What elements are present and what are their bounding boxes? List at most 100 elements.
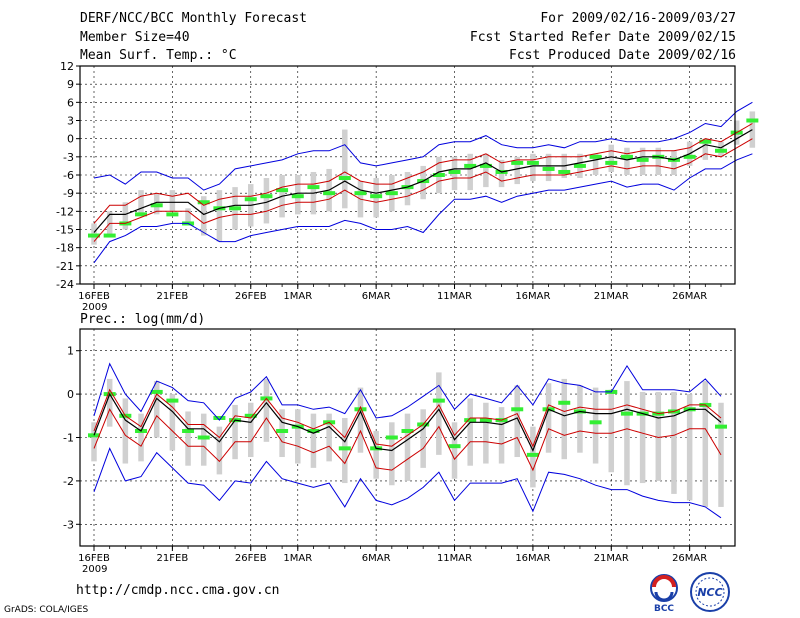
precip-ensemble-mean-line <box>93 392 722 453</box>
precip-ensemble-box <box>483 402 489 464</box>
precip-ensemble-box <box>91 422 97 462</box>
precip-observed-mark <box>338 446 351 451</box>
precip-ensemble-box <box>138 413 144 462</box>
precip-ensemble-box <box>295 409 301 464</box>
precip-ensemble-box <box>639 391 646 484</box>
temp-observed-mark <box>558 169 571 174</box>
precip-ensemble-box <box>420 409 426 468</box>
temp-observed-mark <box>526 160 539 165</box>
temp-y-tick-label: 12 <box>60 60 74 73</box>
precip-observed-mark <box>479 418 492 423</box>
temp-ensemble-box <box>514 156 520 185</box>
temp-ensemble-box <box>200 196 207 236</box>
precip-ensemble-box <box>577 385 583 453</box>
temp-observed-mark <box>385 191 398 196</box>
precip-x-tick-label: 11MAR <box>437 553 472 564</box>
precip-ensemble-box <box>561 378 567 460</box>
precip-observed-mark <box>432 398 445 403</box>
temp-ensemble-box <box>624 147 630 175</box>
temp-observed-mark <box>307 185 320 190</box>
precipitation-chart: -3 -2 -1 0 1 16FEB 21FEB 26FEB 1MAR 6MAR 11MAR 16MA… <box>63 312 736 575</box>
precip-observed-mark <box>464 418 477 423</box>
forecast-start-date: Fcst Started Refer Date 2009/02/15 <box>469 30 736 45</box>
precip-ensemble-box <box>326 413 332 462</box>
temp-ensemble-box <box>185 208 191 224</box>
precip-ensemble-box <box>624 381 630 486</box>
temp-x-tick-label: 1MAR <box>283 291 312 302</box>
precip-ensemble-box <box>200 413 207 466</box>
temp-observed-mark <box>511 160 524 165</box>
temp-ensemble-box <box>702 138 709 160</box>
precip-ensemble-box <box>310 413 317 468</box>
temp-observed-mark <box>338 176 351 181</box>
temp-envelope-max-line <box>93 101 753 191</box>
temp-observed-mark <box>260 194 273 199</box>
precip-y-tick-label: -3 <box>63 518 74 531</box>
precip-observed-mark <box>307 428 320 433</box>
precip-ensemble-box <box>106 378 113 427</box>
precip-spread-lower-line <box>93 408 722 472</box>
precip-ensemble-box <box>169 394 176 451</box>
ncc-logo: NCC <box>690 572 730 612</box>
temp-observed-mark <box>448 169 461 174</box>
temp-observed-mark <box>103 233 116 238</box>
precip-observed-mark <box>385 435 398 440</box>
temp-ensemble-box <box>655 147 662 175</box>
temp-observed-mark <box>636 157 649 162</box>
temp-ensemble-box <box>592 153 599 175</box>
precip-observed-mark <box>558 400 571 405</box>
temp-observed-mark <box>683 154 696 159</box>
temp-ensemble-box <box>138 190 144 215</box>
temp-ensemble-box <box>671 150 677 175</box>
temp-observed-mark <box>573 163 586 168</box>
temp-observed-mark <box>197 200 210 205</box>
precip-spread-upper-line <box>93 388 722 448</box>
temp-ensemble-box <box>263 178 270 224</box>
temp-y-tick-label: 6 <box>67 96 74 109</box>
precip-ensemble-box <box>373 430 379 479</box>
temp-spread-lower-line <box>93 138 753 242</box>
precip-ensemble-box <box>702 381 709 507</box>
precip-ensemble-box <box>436 372 442 455</box>
precip-ensemble-box <box>232 404 238 460</box>
precip-ensemble-box <box>389 422 395 486</box>
precip-ensemble-box <box>592 387 599 464</box>
temp-year-label: 2009 <box>82 302 107 313</box>
chart-title: DERF/NCC/BCC Monthly Forecast <box>80 11 307 26</box>
precip-ensemble-box <box>357 387 364 453</box>
precip-y-tick-label: 0 <box>67 388 74 401</box>
precip-observed-mark <box>448 444 461 449</box>
precip-ensemble-box <box>122 398 129 464</box>
temp-observed-mark <box>605 160 618 165</box>
precip-x-tick-label: 16FEB <box>78 553 110 564</box>
precip-observed-mark <box>150 389 163 394</box>
temperature-panel-title: Mean Surf. Temp.: °C <box>80 48 237 63</box>
precip-observed-mark <box>213 415 226 420</box>
temp-y-tick-label: -15 <box>56 224 74 237</box>
precip-x-tick-label: 21FEB <box>157 553 189 564</box>
precip-observed-mark <box>88 433 100 438</box>
temp-observed-mark <box>699 139 712 144</box>
precip-ensemble-box <box>608 389 615 473</box>
precip-x-tick-label: 26FEB <box>235 553 267 564</box>
temp-y-tick-label: -9 <box>63 187 74 200</box>
temp-observed-mark <box>229 206 242 211</box>
precip-observed-mark <box>354 407 367 412</box>
temp-observed-mark <box>464 163 477 168</box>
precip-envelope-min-line <box>93 447 722 519</box>
precip-x-tick-label: 1MAR <box>283 553 312 564</box>
temp-observed-mark <box>150 203 163 208</box>
temp-envelope-min-line <box>93 153 753 264</box>
bcc-logo-text: BCC <box>654 604 674 613</box>
precip-ensemble-box <box>263 378 270 442</box>
temp-y-tick-label: -3 <box>63 151 74 164</box>
precip-envelope-max-line <box>93 362 722 421</box>
precip-observed-mark <box>244 413 257 418</box>
temp-x-tick-label: 26FEB <box>235 291 267 302</box>
temp-ensemble-box <box>122 202 129 230</box>
temp-observed-mark <box>479 163 492 168</box>
precip-x-tick-label: 26MAR <box>672 553 707 564</box>
source-url[interactable]: http://cmdp.ncc.cma.gov.cn <box>76 583 280 598</box>
temp-observed-mark <box>323 191 336 196</box>
